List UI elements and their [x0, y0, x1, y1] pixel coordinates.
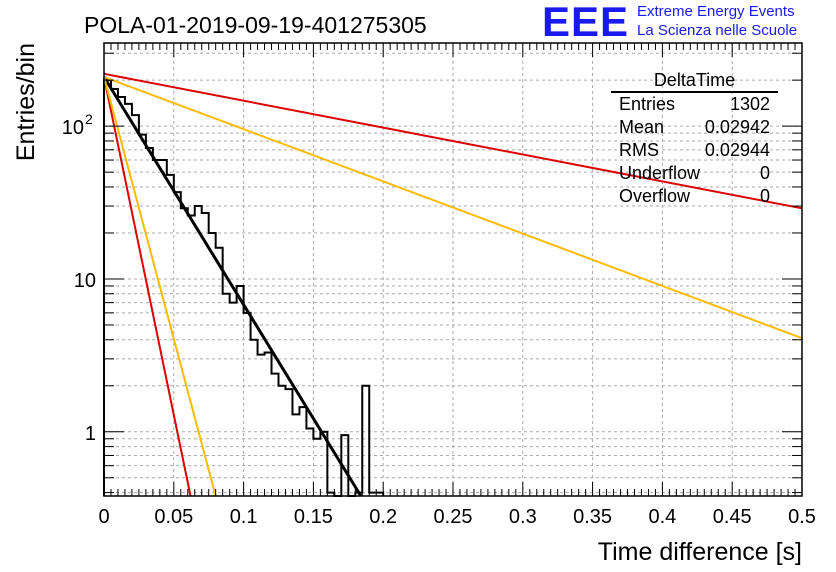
x-axis-label: Time difference [s] [598, 538, 802, 566]
fit-line-yellow-2 [103, 75, 803, 340]
logo-line-2: La Scienza nelle Scuole [637, 22, 798, 39]
axes-layer: 0 0.05 0.1 0.15 0.2 0.25 0.3 0.35 0.4 0.45 0.5 1 10 1… [12, 42, 816, 566]
y-tick-label: 10 [62, 117, 84, 139]
stats-title: DeltaTime [654, 70, 735, 90]
y-tick-exponent: 2 [85, 111, 93, 127]
x-tick-label: 0.35 [573, 506, 612, 528]
x-tick-label: 0.05 [154, 506, 193, 528]
fit-line-red-3 [103, 76, 192, 497]
stats-label: Mean [619, 117, 664, 137]
stats-box: DeltaTime Entries 1302 Mean 0.02942 RMS 0.0294… [611, 70, 778, 206]
x-tick-label: 0.3 [509, 506, 537, 528]
chart-title: POLA-01-2019-09-19-401275305 [84, 12, 427, 38]
x-tick-label: 0.25 [434, 506, 473, 528]
stats-label: Entries [619, 94, 675, 114]
stats-value: 0.02944 [705, 140, 770, 160]
fit-lines-layer [102, 72, 803, 497]
stats-value: 1302 [730, 94, 770, 114]
fit-line-yellow-4 [103, 76, 217, 497]
eee-logo: EEE [542, 0, 630, 45]
stats-label: Underflow [619, 163, 701, 183]
y-tick-label: 10 [74, 270, 96, 292]
x-tick-label: 0.2 [369, 506, 397, 528]
stats-label: Overflow [619, 186, 691, 206]
x-tick-label: 0.4 [648, 506, 676, 528]
stats-label: RMS [619, 140, 659, 160]
y-tick-label: 1 [85, 423, 96, 445]
fit-line-black-0 [102, 76, 363, 497]
fit-line-red-1 [103, 72, 803, 210]
stats-value: 0 [760, 186, 770, 206]
x-tick-label: 0.15 [294, 506, 333, 528]
x-tick-label: 0.45 [713, 506, 752, 528]
logo-line-1: Extreme Energy Events [637, 3, 795, 20]
grid-layer [104, 43, 802, 496]
x-tick-label: 0 [98, 506, 109, 528]
stats-value: 0.02942 [705, 117, 770, 137]
x-tick-label: 0.1 [230, 506, 258, 528]
x-tick-label: 0.5 [788, 506, 816, 528]
stats-value: 0 [760, 163, 770, 183]
y-axis-label: Entries/bin [12, 43, 40, 161]
